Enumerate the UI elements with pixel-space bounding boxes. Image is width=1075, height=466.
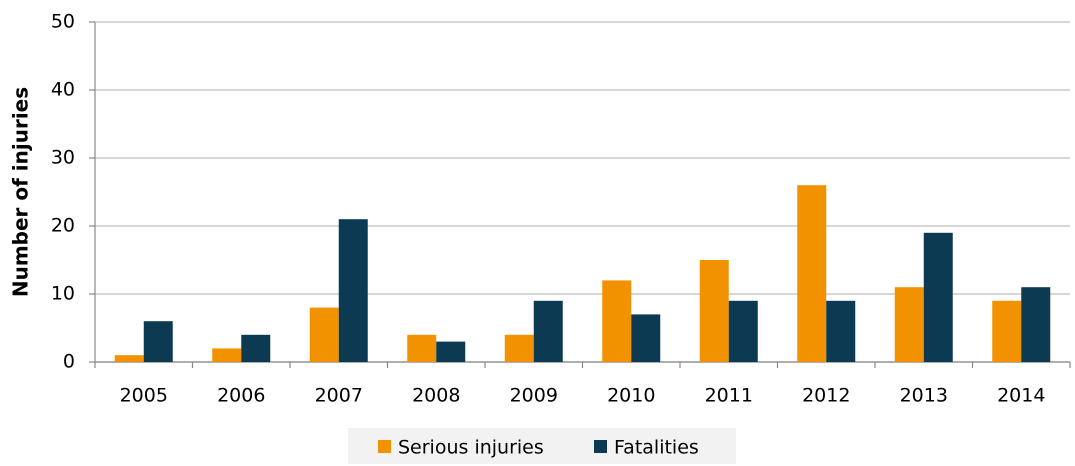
legend-swatch <box>594 440 607 453</box>
bar <box>631 314 661 362</box>
y-tick-label: 40 <box>51 79 75 101</box>
legend-box <box>348 428 736 464</box>
bar <box>797 185 827 362</box>
bar <box>241 334 271 362</box>
x-tick-label: 2012 <box>802 385 850 407</box>
x-tick-label: 2007 <box>315 385 363 407</box>
bar <box>533 300 563 362</box>
bar <box>114 355 144 362</box>
legend-swatch <box>378 440 391 453</box>
bar <box>923 232 953 362</box>
y-tick-label: 50 <box>51 11 75 33</box>
x-tick-label: 2008 <box>412 385 460 407</box>
bar <box>436 341 466 362</box>
bar <box>338 219 368 362</box>
bar <box>504 334 534 362</box>
x-tick-label: 2009 <box>510 385 558 407</box>
bar <box>699 260 729 362</box>
bar <box>143 321 173 362</box>
legend-label: Fatalities <box>614 437 699 459</box>
y-tick-label: 10 <box>51 283 75 305</box>
y-axis-label: Number of injuries <box>9 87 33 297</box>
y-tick-label: 30 <box>51 147 75 169</box>
bar <box>992 300 1022 362</box>
x-tick-label: 2013 <box>900 385 948 407</box>
x-tick-label: 2014 <box>997 385 1045 407</box>
y-tick-label: 0 <box>63 351 75 373</box>
bar <box>826 300 856 362</box>
legend-label: Serious injuries <box>398 437 544 459</box>
bar <box>309 307 339 362</box>
x-tick-label: 2005 <box>120 385 168 407</box>
bar <box>212 348 242 362</box>
bar <box>602 280 632 362</box>
x-tick-label: 2010 <box>607 385 655 407</box>
y-tick-label: 20 <box>51 215 75 237</box>
bar <box>407 334 437 362</box>
bar <box>728 300 758 362</box>
x-tick-label: 2011 <box>705 385 753 407</box>
bar <box>1021 287 1051 362</box>
bar <box>894 287 924 362</box>
x-tick-label: 2006 <box>217 385 265 407</box>
